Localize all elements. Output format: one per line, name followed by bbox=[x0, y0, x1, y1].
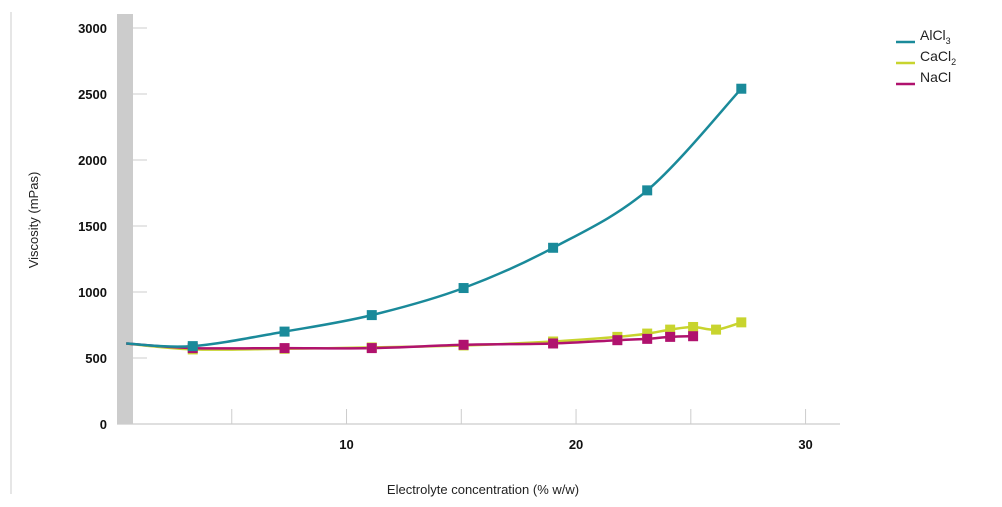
data-point-alcl3 bbox=[458, 283, 469, 294]
y-tick-label: 0 bbox=[100, 417, 107, 432]
data-point-cacl2 bbox=[711, 324, 722, 335]
series-lines bbox=[126, 87, 743, 351]
data-point-alcl3 bbox=[548, 242, 559, 253]
y-tick-label: 2000 bbox=[78, 153, 107, 168]
data-point-nacl bbox=[366, 343, 377, 354]
data-point-alcl3 bbox=[279, 326, 290, 337]
data-point-alcl3 bbox=[736, 83, 747, 94]
legend-entry: CaCl2 bbox=[920, 48, 956, 67]
data-point-cacl2 bbox=[665, 324, 676, 335]
x-tick-label: 30 bbox=[798, 437, 812, 452]
data-point-cacl2 bbox=[688, 321, 699, 332]
data-point-nacl bbox=[548, 338, 559, 349]
y-axis-title: Viscosity (mPas) bbox=[26, 172, 41, 269]
x-tick-label: 20 bbox=[569, 437, 583, 452]
series-line-nacl bbox=[126, 334, 694, 350]
y-tick-label: 3000 bbox=[78, 21, 107, 36]
y-tick-label: 1500 bbox=[78, 219, 107, 234]
data-point-nacl bbox=[279, 343, 290, 354]
data-point-nacl bbox=[665, 331, 676, 342]
series-line-alcl3 bbox=[126, 87, 743, 348]
x-tick-label: 10 bbox=[339, 437, 353, 452]
y-axis-ticks: 0 500 1000 1500 2000 2500 3000 bbox=[78, 21, 147, 432]
legend-entry: NaCl bbox=[920, 69, 951, 85]
x-axis: 10 20 30 bbox=[117, 409, 840, 452]
data-point-nacl bbox=[458, 339, 469, 350]
legend-entry: AlCl3 bbox=[920, 27, 951, 46]
y-tick-label: 500 bbox=[85, 351, 107, 366]
legend: AlCl3 CaCl2 NaCl bbox=[896, 27, 956, 86]
y-tick-label: 1000 bbox=[78, 285, 107, 300]
x-axis-title: Electrolyte concentration (% w/w) bbox=[387, 482, 579, 497]
data-point-alcl3 bbox=[187, 341, 198, 352]
y-axis-bar bbox=[117, 14, 133, 424]
data-point-cacl2 bbox=[642, 328, 653, 339]
data-point-nacl bbox=[642, 333, 653, 344]
data-point-alcl3 bbox=[366, 310, 377, 321]
data-point-nacl bbox=[688, 331, 699, 342]
data-point-nacl bbox=[612, 335, 623, 346]
series-markers bbox=[187, 83, 747, 355]
data-point-alcl3 bbox=[642, 185, 653, 196]
y-tick-label: 2500 bbox=[78, 87, 107, 102]
data-point-cacl2 bbox=[736, 317, 747, 328]
